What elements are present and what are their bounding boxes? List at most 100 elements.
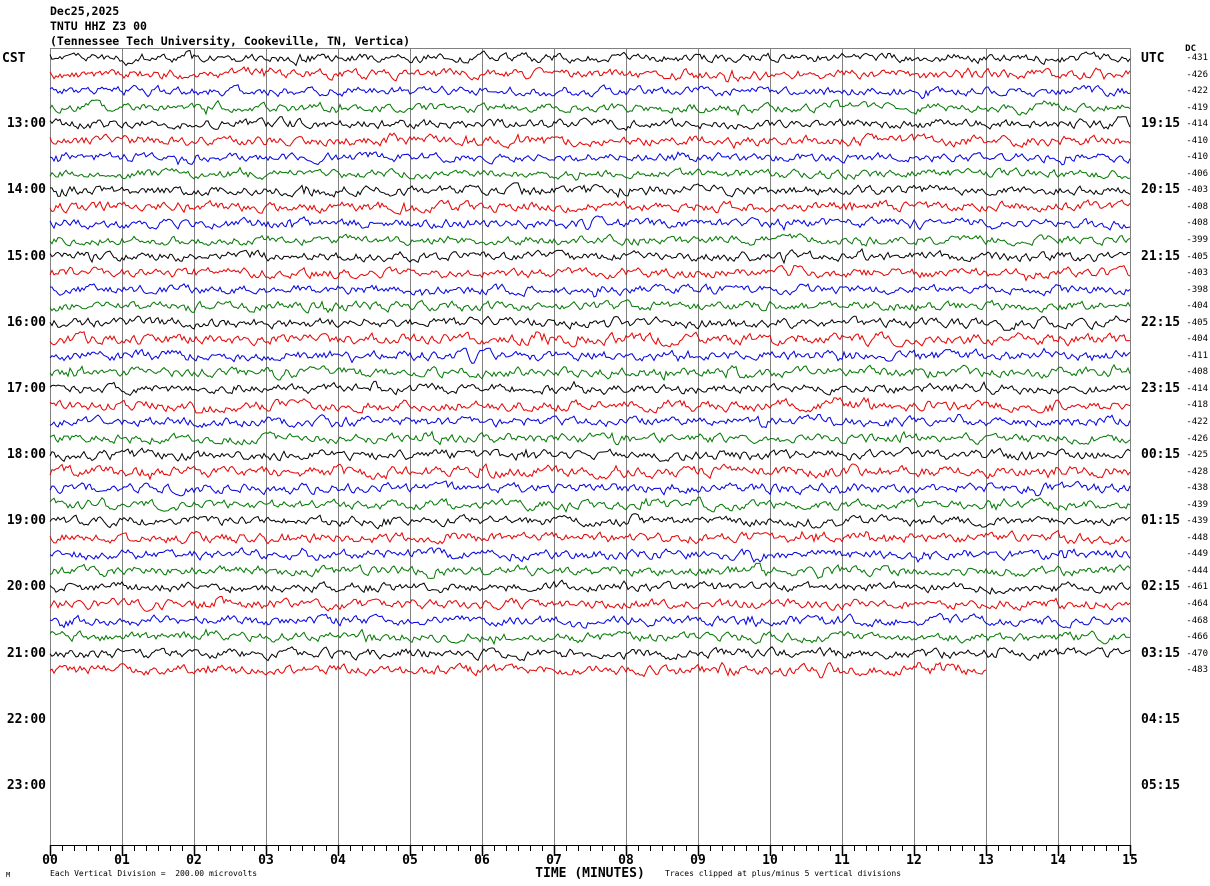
seismo-trace-row-35: [49, 628, 1131, 646]
seismo-trace-row-23: [49, 430, 1131, 446]
scale-note: Each Vertical Division = 200.00 microvol…: [50, 869, 258, 878]
x-tick-label-09: 09: [690, 853, 706, 868]
seismo-trace-row-0: [49, 49, 1131, 67]
dc-value-row-36: -470: [1186, 648, 1208, 659]
dc-value-row-11: -399: [1186, 234, 1208, 245]
cst-label-15:00: 15:00: [6, 248, 46, 264]
dc-value-row-0: -431: [1186, 53, 1208, 63]
dc-value-row-7: -406: [1186, 168, 1208, 179]
dc-value-row-3: -419: [1186, 102, 1208, 113]
seismo-trace-row-18: [49, 347, 1131, 364]
seismo-trace-row-17: [49, 331, 1131, 348]
seismo-trace-row-26: [49, 480, 1131, 497]
cst-label-17:00: 17:00: [6, 380, 46, 396]
dc-value-row-4: -414: [1186, 119, 1208, 130]
dc-value-row-27: -439: [1186, 499, 1208, 510]
utc-label-19:15: 19:15: [1141, 116, 1181, 132]
utc-label-02:15: 02:15: [1141, 579, 1181, 595]
cst-label-19:00: 19:00: [6, 513, 46, 529]
cst-label-18:00: 18:00: [6, 447, 46, 463]
dc-value-row-35: -466: [1186, 632, 1208, 643]
seismo-trace-row-1: [49, 66, 1131, 83]
seismo-trace-row-29: [49, 529, 1131, 546]
x-tick-label-00: 00: [42, 853, 58, 868]
dc-value-row-6: -410: [1186, 152, 1208, 163]
x-tick-label-15: 15: [1122, 853, 1138, 868]
seismo-trace-row-8: [49, 182, 1131, 199]
cst-label-13:00: 13:00: [6, 116, 46, 132]
dc-value-row-1: -426: [1186, 69, 1208, 80]
cst-label-22:00: 22:00: [6, 711, 46, 727]
dc-value-row-33: -464: [1186, 598, 1208, 609]
seismo-trace-row-24: [49, 447, 1131, 463]
cst-label-14:00: 14:00: [6, 182, 46, 198]
left-timezone-label: CST: [2, 51, 26, 66]
seismo-trace-row-4: [49, 116, 1131, 132]
x-tick-label-11: 11: [834, 853, 850, 868]
seismo-trace-row-15: [49, 299, 1131, 314]
seismo-trace-row-32: [49, 579, 1131, 595]
dc-value-row-9: -408: [1186, 201, 1208, 212]
x-tick-label-06: 06: [474, 853, 490, 868]
x-tick-label-13: 13: [978, 853, 994, 868]
dc-value-row-19: -408: [1186, 367, 1208, 378]
dc-value-row-2: -422: [1186, 86, 1208, 97]
utc-label-01:15: 01:15: [1141, 513, 1181, 529]
x-tick-label-01: 01: [114, 853, 130, 868]
dc-value-row-13: -403: [1186, 268, 1208, 279]
utc-label-04:15: 04:15: [1141, 711, 1181, 727]
dc-value-row-10: -408: [1186, 218, 1208, 229]
seismo-trace-row-19: [49, 363, 1131, 382]
seismo-trace-row-22: [49, 414, 1131, 429]
cst-label-21:00: 21:00: [6, 645, 46, 661]
x-tick-label-07: 07: [546, 853, 562, 868]
cst-label-23:00: 23:00: [6, 777, 46, 793]
dc-value-row-20: -414: [1186, 383, 1208, 394]
dc-value-row-17: -404: [1186, 334, 1208, 345]
utc-label-22:15: 22:15: [1141, 314, 1181, 330]
seismo-trace-row-20: [49, 380, 1131, 397]
utc-label-00:15: 00:15: [1141, 447, 1181, 463]
seismo-trace-row-9: [49, 199, 1131, 216]
x-tick-label-08: 08: [618, 853, 634, 868]
seismo-trace-row-12: [49, 247, 1131, 265]
x-tick-label-03: 03: [258, 853, 274, 868]
title-location: (Tennessee Tech University, Cookeville, …: [50, 34, 411, 48]
seismo-trace-row-21: [49, 396, 1131, 414]
seismo-trace-row-28: [49, 513, 1131, 530]
seismo-trace-row-30: [49, 547, 1131, 563]
dc-value-row-8: -403: [1186, 185, 1208, 196]
x-axis-title: TIME (MINUTES): [535, 866, 645, 881]
seismo-trace-row-34: [49, 612, 1131, 629]
seismo-trace-row-6: [49, 151, 1131, 166]
x-tick-label-04: 04: [330, 853, 346, 868]
seismo-trace-row-3: [49, 99, 1131, 117]
seismo-trace-row-27: [49, 496, 1131, 513]
dc-value-row-32: -461: [1186, 582, 1208, 593]
dc-value-row-22: -422: [1186, 416, 1208, 427]
dc-value-row-23: -426: [1186, 433, 1208, 444]
dc-value-row-26: -438: [1186, 483, 1208, 494]
seismo-trace-row-33: [49, 596, 1131, 612]
title-station: TNTU HHZ Z3 00: [50, 19, 147, 33]
title-date: Dec25,2025: [50, 4, 120, 18]
clip-note: Traces clipped at plus/minus 5 vertical …: [665, 869, 902, 878]
dc-value-row-12: -405: [1186, 251, 1208, 262]
seismo-trace-row-7: [49, 166, 1131, 181]
utc-label-21:15: 21:15: [1141, 248, 1181, 264]
dc-value-row-28: -439: [1186, 516, 1208, 527]
dc-value-row-34: -468: [1186, 615, 1208, 626]
x-tick-label-05: 05: [402, 853, 418, 868]
dc-value-row-24: -425: [1186, 450, 1208, 461]
dc-value-row-21: -418: [1186, 400, 1208, 411]
seismo-trace-row-14: [49, 283, 1131, 298]
seismo-trace-row-36: [49, 646, 1131, 662]
x-tick-label-12: 12: [906, 853, 922, 868]
seismo-trace-row-25: [49, 463, 1131, 481]
utc-label-20:15: 20:15: [1141, 182, 1181, 198]
dc-value-row-16: -405: [1186, 317, 1208, 328]
seismo-trace-row-37: [49, 661, 987, 679]
right-timezone-label: UTC: [1141, 51, 1165, 66]
